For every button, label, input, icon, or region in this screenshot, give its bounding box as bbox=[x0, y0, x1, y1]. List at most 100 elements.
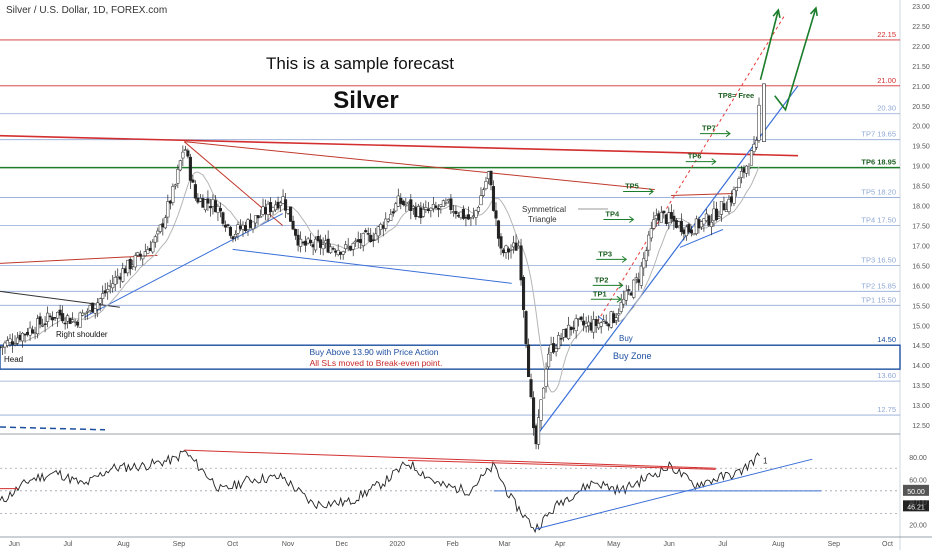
rsi-flag-label: 1 bbox=[763, 457, 768, 466]
candle-up bbox=[346, 245, 350, 248]
tp-label: TP5 bbox=[625, 182, 639, 191]
level-label: 21.00 bbox=[877, 76, 896, 85]
y-tick-label: 20.50 bbox=[912, 104, 930, 111]
candle-up bbox=[211, 199, 215, 207]
candle-down bbox=[454, 211, 458, 215]
candle-down bbox=[521, 276, 526, 310]
candle-up bbox=[354, 240, 358, 243]
level-label: 14.50 bbox=[877, 335, 896, 344]
candle-down bbox=[637, 279, 641, 283]
candle-up bbox=[539, 399, 543, 421]
candle-up bbox=[444, 202, 448, 204]
candle-down bbox=[206, 198, 210, 204]
candle-up bbox=[709, 221, 713, 227]
candle-down bbox=[148, 247, 152, 251]
candle-down bbox=[664, 214, 668, 224]
candle-up bbox=[41, 325, 45, 327]
candle-down bbox=[223, 224, 227, 228]
candle-up bbox=[121, 268, 125, 282]
x-tick-label: Oct bbox=[882, 541, 893, 548]
candle-down bbox=[707, 215, 711, 226]
candle-down bbox=[76, 321, 80, 326]
tp-arrow-head bbox=[629, 216, 635, 223]
candle-down bbox=[456, 215, 460, 217]
x-tick-label: Jul bbox=[718, 541, 727, 548]
rsi-tick-label: 80.00 bbox=[909, 455, 927, 462]
candle-down bbox=[193, 184, 197, 199]
candle-up bbox=[251, 221, 255, 230]
tp-label: TP4 bbox=[605, 209, 620, 218]
candle-up bbox=[178, 160, 182, 171]
candle-down bbox=[657, 213, 661, 221]
candle-down bbox=[326, 238, 330, 253]
candle-down bbox=[356, 239, 360, 242]
candle-down bbox=[722, 203, 726, 211]
candle-down bbox=[316, 236, 320, 242]
level-label: TP4 17.50 bbox=[861, 215, 896, 224]
head-label: Head bbox=[4, 355, 23, 364]
triangle-bottom-line bbox=[232, 248, 512, 284]
candle-up bbox=[587, 321, 591, 327]
tp-arrow-head bbox=[648, 188, 654, 195]
candle-down bbox=[552, 343, 556, 353]
candle-down bbox=[58, 309, 62, 316]
candle-up bbox=[344, 244, 348, 249]
candle-up bbox=[557, 335, 561, 350]
candle-up bbox=[542, 387, 546, 399]
forecast-channel-line bbox=[597, 13, 786, 322]
candle-down bbox=[268, 202, 273, 213]
x-tick-label: Sep bbox=[173, 541, 186, 548]
candle-down bbox=[559, 338, 563, 340]
triangle-top-line bbox=[184, 141, 655, 191]
candle-up bbox=[659, 212, 663, 223]
candle-down bbox=[414, 207, 418, 218]
x-tick-label: Nov bbox=[282, 541, 295, 548]
candle-down bbox=[238, 225, 243, 230]
y-tick-label: 16.00 bbox=[912, 283, 930, 290]
buy-zone-band bbox=[0, 344, 901, 370]
tp-arrow-head bbox=[618, 281, 624, 289]
rsi-panel: 50.00 46.21 1 bbox=[0, 449, 929, 534]
x-tick-label: Feb bbox=[447, 541, 459, 548]
candle-up bbox=[173, 184, 177, 187]
level-label: 20.30 bbox=[877, 104, 896, 113]
rsi-marker-bg-1 bbox=[903, 484, 929, 496]
candle-up bbox=[739, 171, 744, 178]
candle-up bbox=[261, 206, 265, 215]
candle-up bbox=[617, 313, 621, 316]
candle-up bbox=[8, 338, 12, 343]
candle-down bbox=[296, 234, 300, 246]
candle-up bbox=[749, 150, 754, 166]
candle-up bbox=[108, 285, 112, 287]
candle-up bbox=[141, 255, 145, 260]
candle-up bbox=[324, 240, 328, 244]
candle-up bbox=[439, 204, 443, 207]
candle-up bbox=[166, 201, 170, 218]
candle-down bbox=[10, 341, 15, 345]
candle-down bbox=[276, 201, 280, 209]
candle-down bbox=[366, 233, 370, 235]
candle-up bbox=[266, 203, 270, 215]
ma-line bbox=[24, 166, 760, 393]
candle-up bbox=[241, 224, 245, 230]
candle-down bbox=[436, 208, 440, 210]
candle-down bbox=[188, 156, 192, 181]
dashed-support-line bbox=[0, 426, 106, 431]
candle-down bbox=[369, 234, 373, 242]
x-tick-label: Jun bbox=[664, 541, 675, 548]
candle-up bbox=[158, 224, 162, 232]
candle-up bbox=[574, 318, 578, 332]
candle-up bbox=[83, 312, 87, 315]
minor-support-line bbox=[679, 229, 724, 248]
candle-up bbox=[86, 310, 90, 313]
candle-down bbox=[128, 259, 132, 270]
candle-down bbox=[256, 215, 260, 219]
candle-up bbox=[286, 209, 290, 214]
rsi-line bbox=[0, 450, 760, 534]
candle-down bbox=[434, 205, 438, 209]
candle-up bbox=[183, 149, 187, 152]
sl-note: All SLs moved to Break-even point. bbox=[310, 358, 443, 368]
candle-up bbox=[5, 340, 10, 346]
